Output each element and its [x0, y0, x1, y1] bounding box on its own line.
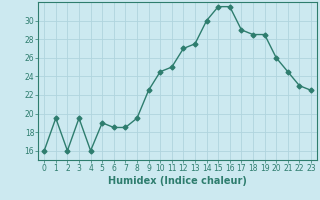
X-axis label: Humidex (Indice chaleur): Humidex (Indice chaleur)	[108, 176, 247, 186]
